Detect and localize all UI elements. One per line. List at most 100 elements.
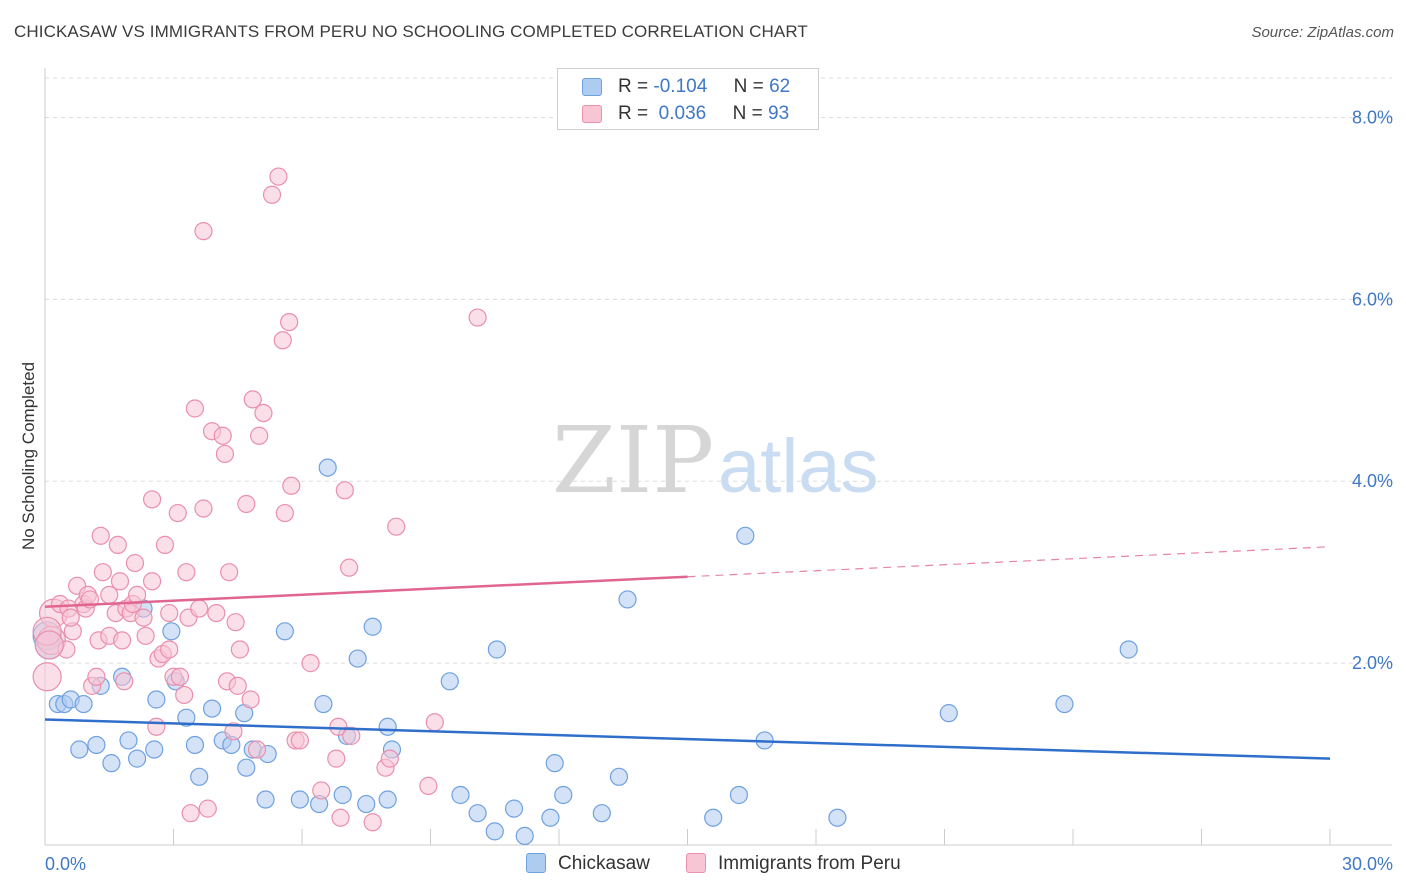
x-tick-label: 30.0% (1342, 854, 1393, 874)
chickasaw-point (736, 526, 755, 545)
peru-point (177, 563, 196, 582)
peru-point (228, 676, 247, 695)
chickasaw-point (177, 708, 196, 727)
peru-point (327, 749, 346, 768)
peru-point (224, 722, 243, 741)
peru-point (160, 603, 179, 623)
chickasaw-point (1055, 694, 1074, 714)
bottom-legend-label-peru: Immigrants from Peru (718, 853, 901, 874)
peru-point (190, 599, 209, 618)
peru-point (155, 535, 175, 554)
chickasaw-point (162, 622, 181, 641)
y-tick-label: 8.0% (1352, 107, 1393, 127)
chickasaw-point (314, 694, 333, 714)
chickasaw-point (119, 731, 138, 750)
chickasaw-point (102, 754, 121, 773)
chickasaw-point (127, 749, 147, 768)
correlation-legend: R = -0.104 N = 62 R = 0.036 N = 93 (557, 68, 819, 130)
chickasaw-point (541, 808, 560, 827)
peru-point (61, 608, 80, 627)
legend-r-value: 0.036 (658, 103, 707, 124)
peru-point (185, 399, 205, 418)
chickasaw-point (515, 826, 534, 846)
legend-n-value: 93 (768, 103, 790, 124)
tick-labels: 2.0% 4.0% 6.0% 8.0% 0.0% 30.0% (45, 107, 1393, 874)
peru-point (168, 503, 187, 523)
peru-point (262, 185, 282, 204)
peru-point (269, 167, 288, 186)
chickasaw-point (290, 790, 309, 809)
y-tick-label: 6.0% (1352, 289, 1393, 309)
peru-point (329, 717, 348, 736)
peru-point (342, 726, 361, 745)
chickasaw-point (190, 767, 209, 786)
peru-point (387, 517, 406, 536)
y-tick-label: 4.0% (1352, 471, 1393, 491)
chart-title: CHICKASAW VS IMMIGRANTS FROM PERU NO SCH… (14, 22, 808, 41)
chickasaw-point (545, 754, 564, 773)
peru-point (93, 563, 112, 582)
peru-point (247, 740, 267, 759)
peru-point (32, 662, 62, 692)
bottom-legend-label-chickasaw: Chickasaw (558, 853, 650, 874)
chickasaw-point (363, 617, 382, 636)
peru-point (243, 390, 262, 409)
peru-point (280, 312, 299, 332)
chickasaw-point (618, 590, 637, 609)
legend-n-value: 62 (769, 76, 791, 97)
chickasaw-point (145, 740, 164, 759)
peru-point (142, 490, 162, 509)
chickasaw-point (828, 808, 847, 827)
legend-n-label: N = (733, 76, 764, 97)
peru-point (194, 222, 213, 241)
chickasaw-point (348, 649, 367, 668)
axes (44, 68, 1392, 846)
peru-point (254, 403, 273, 423)
peru-point (250, 426, 269, 445)
peru-point (273, 331, 292, 350)
chickasaw-point (609, 767, 629, 786)
peru-point (241, 690, 260, 709)
peru-point (134, 608, 153, 627)
peru-point (108, 535, 127, 554)
chickasaw-point (468, 804, 487, 823)
legend-r-label: R = (618, 76, 649, 97)
legend-r-label: R = (618, 103, 649, 124)
peru-point (147, 717, 166, 736)
bottom-legend-swatch-peru (686, 853, 706, 873)
peru-point (230, 640, 249, 659)
peru-point (419, 776, 438, 795)
peru-point (91, 526, 110, 545)
chickasaw-point (185, 735, 205, 755)
peru-point (170, 667, 190, 686)
legend-r-value: -0.104 (653, 76, 708, 97)
bottom-legend-swatch-chickasaw (526, 853, 546, 873)
chickasaw-point (318, 458, 337, 477)
peru-trend-line (44, 575, 688, 608)
peru-point (160, 640, 179, 659)
peru-point (425, 713, 444, 732)
peru-point (136, 626, 155, 645)
peru-point (380, 749, 399, 768)
peru-point (213, 426, 232, 445)
peru-point (468, 308, 487, 327)
trend-lines (44, 546, 1331, 760)
chickasaw-point (256, 790, 275, 809)
peru-point (175, 685, 194, 705)
chickasaw-point (378, 717, 397, 736)
chickasaw-point (729, 785, 749, 805)
watermark-atlas: atlas (718, 424, 879, 509)
chickasaw-point (704, 808, 723, 827)
peru-point (282, 476, 301, 495)
peru-point (215, 444, 234, 464)
chickasaw-point (1119, 640, 1138, 659)
peru-point (312, 781, 331, 800)
peru-point (237, 494, 256, 514)
chickasaw-point (554, 785, 573, 805)
x-tick-label: 0.0% (45, 854, 86, 874)
peru-point (335, 481, 354, 500)
chickasaw-point (592, 804, 611, 823)
peru-point (142, 572, 162, 591)
source-label: Source: ZipAtlas.com (1251, 24, 1394, 41)
